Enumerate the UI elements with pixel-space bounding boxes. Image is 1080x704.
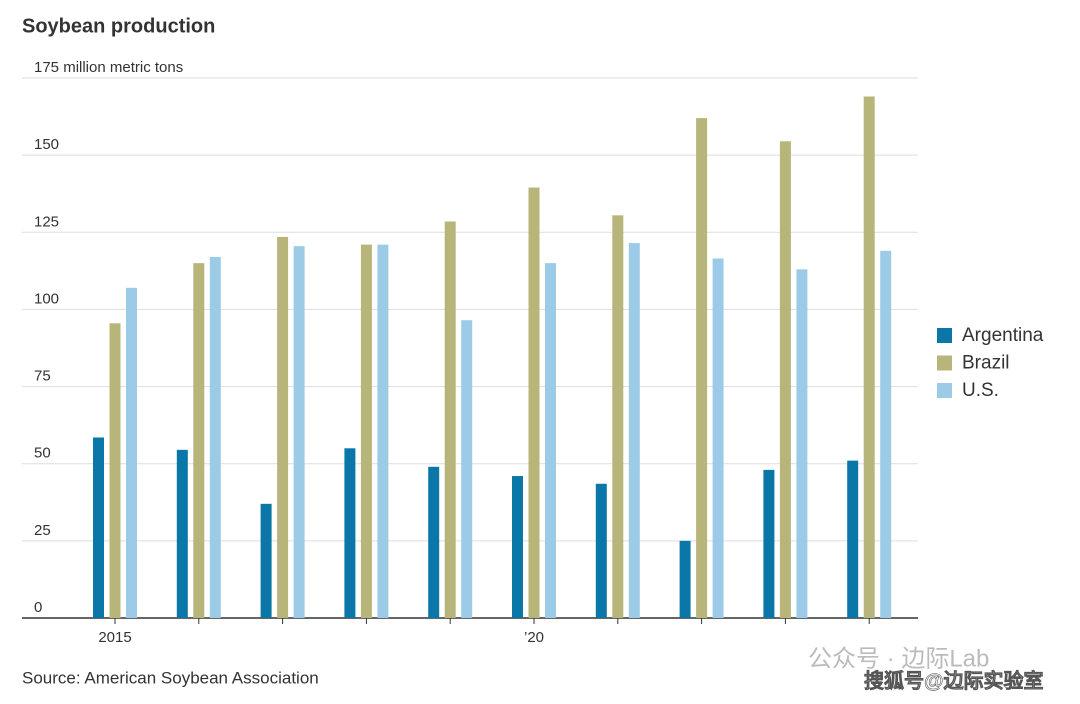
bar — [209, 256, 221, 618]
bar — [863, 96, 875, 618]
bar — [377, 244, 389, 618]
y-tick-label: 0 — [34, 599, 42, 616]
bar — [109, 323, 121, 618]
y-tick-label: 100 — [34, 290, 59, 307]
bar — [779, 141, 791, 618]
y-tick-label: 150 — [34, 136, 59, 153]
bar — [461, 320, 473, 618]
bar — [260, 503, 272, 618]
legend-label: Brazil — [962, 353, 1010, 374]
bar — [193, 263, 205, 618]
x-tick-label: ’20 — [524, 629, 544, 646]
bar — [545, 263, 556, 618]
bar — [612, 215, 624, 619]
bar — [696, 118, 708, 618]
bar — [444, 221, 456, 618]
bar — [512, 476, 523, 618]
y-tick-label: 75 — [34, 368, 51, 385]
legend-swatch — [937, 383, 952, 398]
x-tick-label: 2015 — [98, 629, 131, 646]
bar — [763, 469, 775, 618]
bar — [847, 460, 859, 618]
bar — [880, 250, 892, 619]
bar — [628, 243, 640, 619]
bar — [93, 437, 104, 618]
bar — [796, 269, 808, 618]
y-tick-label: 125 — [34, 213, 59, 230]
bar — [679, 540, 691, 618]
watermark: 搜狐号@边际实验室 — [864, 668, 1044, 692]
bar — [126, 287, 137, 618]
legend-swatch — [937, 355, 952, 371]
bar — [176, 449, 188, 618]
legend-label: Argentina — [962, 325, 1044, 346]
bar — [712, 258, 724, 618]
bar — [344, 448, 356, 618]
watermark: 公众号 · 边际Lab — [808, 645, 989, 672]
y-tick-label: 175 million metric tons — [34, 59, 183, 76]
bar — [293, 246, 305, 618]
bar — [428, 466, 440, 618]
y-tick-label: 25 — [34, 522, 51, 539]
bar — [277, 236, 289, 618]
legend-swatch — [937, 328, 952, 343]
bar — [595, 483, 607, 618]
source: Source: American Soybean Association — [22, 668, 319, 687]
legend-label: U.S. — [962, 380, 999, 401]
chart-title: Soybean production — [22, 15, 215, 37]
bar — [360, 244, 372, 618]
y-tick-label: 50 — [34, 445, 51, 462]
bar — [528, 187, 540, 619]
